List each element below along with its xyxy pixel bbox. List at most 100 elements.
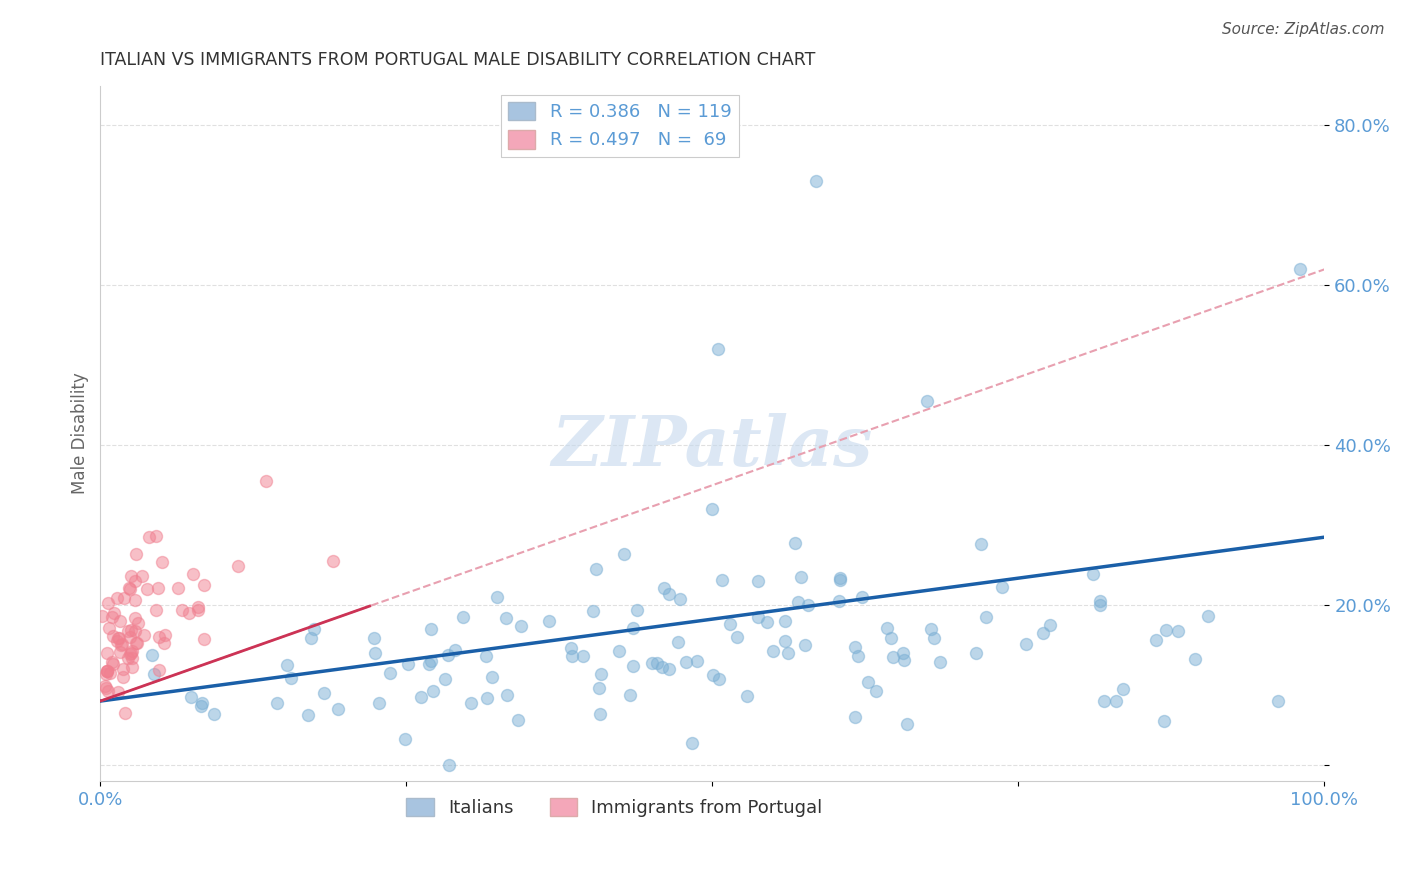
Point	[773, 634, 796, 648]
Legend: Italians, Immigrants from Portugal: Italians, Immigrants from Portugal	[399, 790, 830, 824]
Point	[1083, 566, 1105, 581]
Point	[108, 645, 131, 659]
Point	[585, 562, 607, 576]
Point	[121, 660, 143, 674]
Point	[922, 631, 945, 645]
Point	[101, 629, 124, 643]
Point	[1289, 262, 1312, 277]
Point	[124, 624, 146, 638]
Point	[893, 653, 915, 667]
Point	[96, 646, 118, 660]
Point	[510, 619, 533, 633]
Point	[641, 656, 664, 670]
Point	[121, 644, 143, 658]
Point	[226, 559, 249, 574]
Point	[1039, 618, 1062, 632]
Point	[702, 667, 724, 681]
Point	[991, 580, 1014, 594]
Point	[94, 679, 117, 693]
Point	[98, 622, 121, 636]
Point	[396, 657, 419, 672]
Point	[1088, 598, 1111, 612]
Point	[136, 582, 159, 597]
Point	[105, 591, 128, 605]
Point	[105, 634, 128, 648]
Point	[619, 688, 641, 702]
Text: ITALIAN VS IMMIGRANTS FROM PORTUGAL MALE DISABILITY CORRELATION CHART: ITALIAN VS IMMIGRANTS FROM PORTUGAL MALE…	[100, 51, 815, 69]
Point	[1092, 694, 1115, 708]
Point	[121, 651, 143, 665]
Point	[186, 603, 208, 617]
Point	[108, 631, 131, 645]
Point	[120, 647, 142, 661]
Point	[591, 667, 613, 681]
Point	[103, 657, 125, 671]
Point	[572, 648, 595, 663]
Point	[1088, 594, 1111, 608]
Point	[97, 684, 120, 698]
Point	[460, 696, 482, 710]
Point	[747, 609, 769, 624]
Point	[707, 343, 730, 357]
Point	[118, 582, 141, 596]
Point	[276, 657, 298, 672]
Point	[915, 394, 938, 409]
Point	[711, 574, 734, 588]
Point	[422, 684, 444, 698]
Y-axis label: Male Disability: Male Disability	[72, 372, 89, 494]
Point	[538, 614, 561, 628]
Point	[702, 502, 724, 516]
Point	[166, 582, 188, 596]
Point	[1154, 623, 1177, 637]
Point	[110, 638, 132, 652]
Point	[876, 621, 898, 635]
Point	[561, 649, 583, 664]
Point	[145, 528, 167, 542]
Point	[846, 648, 869, 663]
Point	[1144, 633, 1167, 648]
Point	[773, 614, 796, 628]
Point	[844, 710, 866, 724]
Point	[96, 664, 118, 678]
Point	[181, 566, 204, 581]
Point	[474, 649, 496, 664]
Point	[735, 689, 758, 703]
Point	[187, 599, 209, 614]
Point	[495, 611, 517, 625]
Point	[439, 758, 461, 772]
Point	[145, 603, 167, 617]
Point	[101, 655, 124, 669]
Point	[1167, 624, 1189, 638]
Point	[1197, 609, 1219, 624]
Point	[496, 688, 519, 702]
Point	[118, 630, 141, 644]
Point	[762, 644, 785, 658]
Point	[120, 646, 142, 660]
Point	[1184, 652, 1206, 666]
Point	[865, 683, 887, 698]
Point	[896, 717, 918, 731]
Point	[117, 651, 139, 665]
Point	[891, 646, 914, 660]
Point	[96, 664, 118, 678]
Point	[97, 596, 120, 610]
Point	[91, 608, 114, 623]
Point	[132, 628, 155, 642]
Point	[1032, 626, 1054, 640]
Point	[378, 666, 401, 681]
Point	[302, 622, 325, 636]
Point	[111, 670, 134, 684]
Point	[148, 663, 170, 677]
Point	[1015, 637, 1038, 651]
Point	[418, 657, 440, 672]
Point	[117, 624, 139, 639]
Point	[920, 622, 942, 636]
Point	[681, 736, 703, 750]
Point	[613, 547, 636, 561]
Point	[179, 606, 201, 620]
Point	[193, 632, 215, 646]
Point	[125, 548, 148, 562]
Point	[124, 611, 146, 625]
Point	[621, 621, 644, 635]
Point	[191, 696, 214, 710]
